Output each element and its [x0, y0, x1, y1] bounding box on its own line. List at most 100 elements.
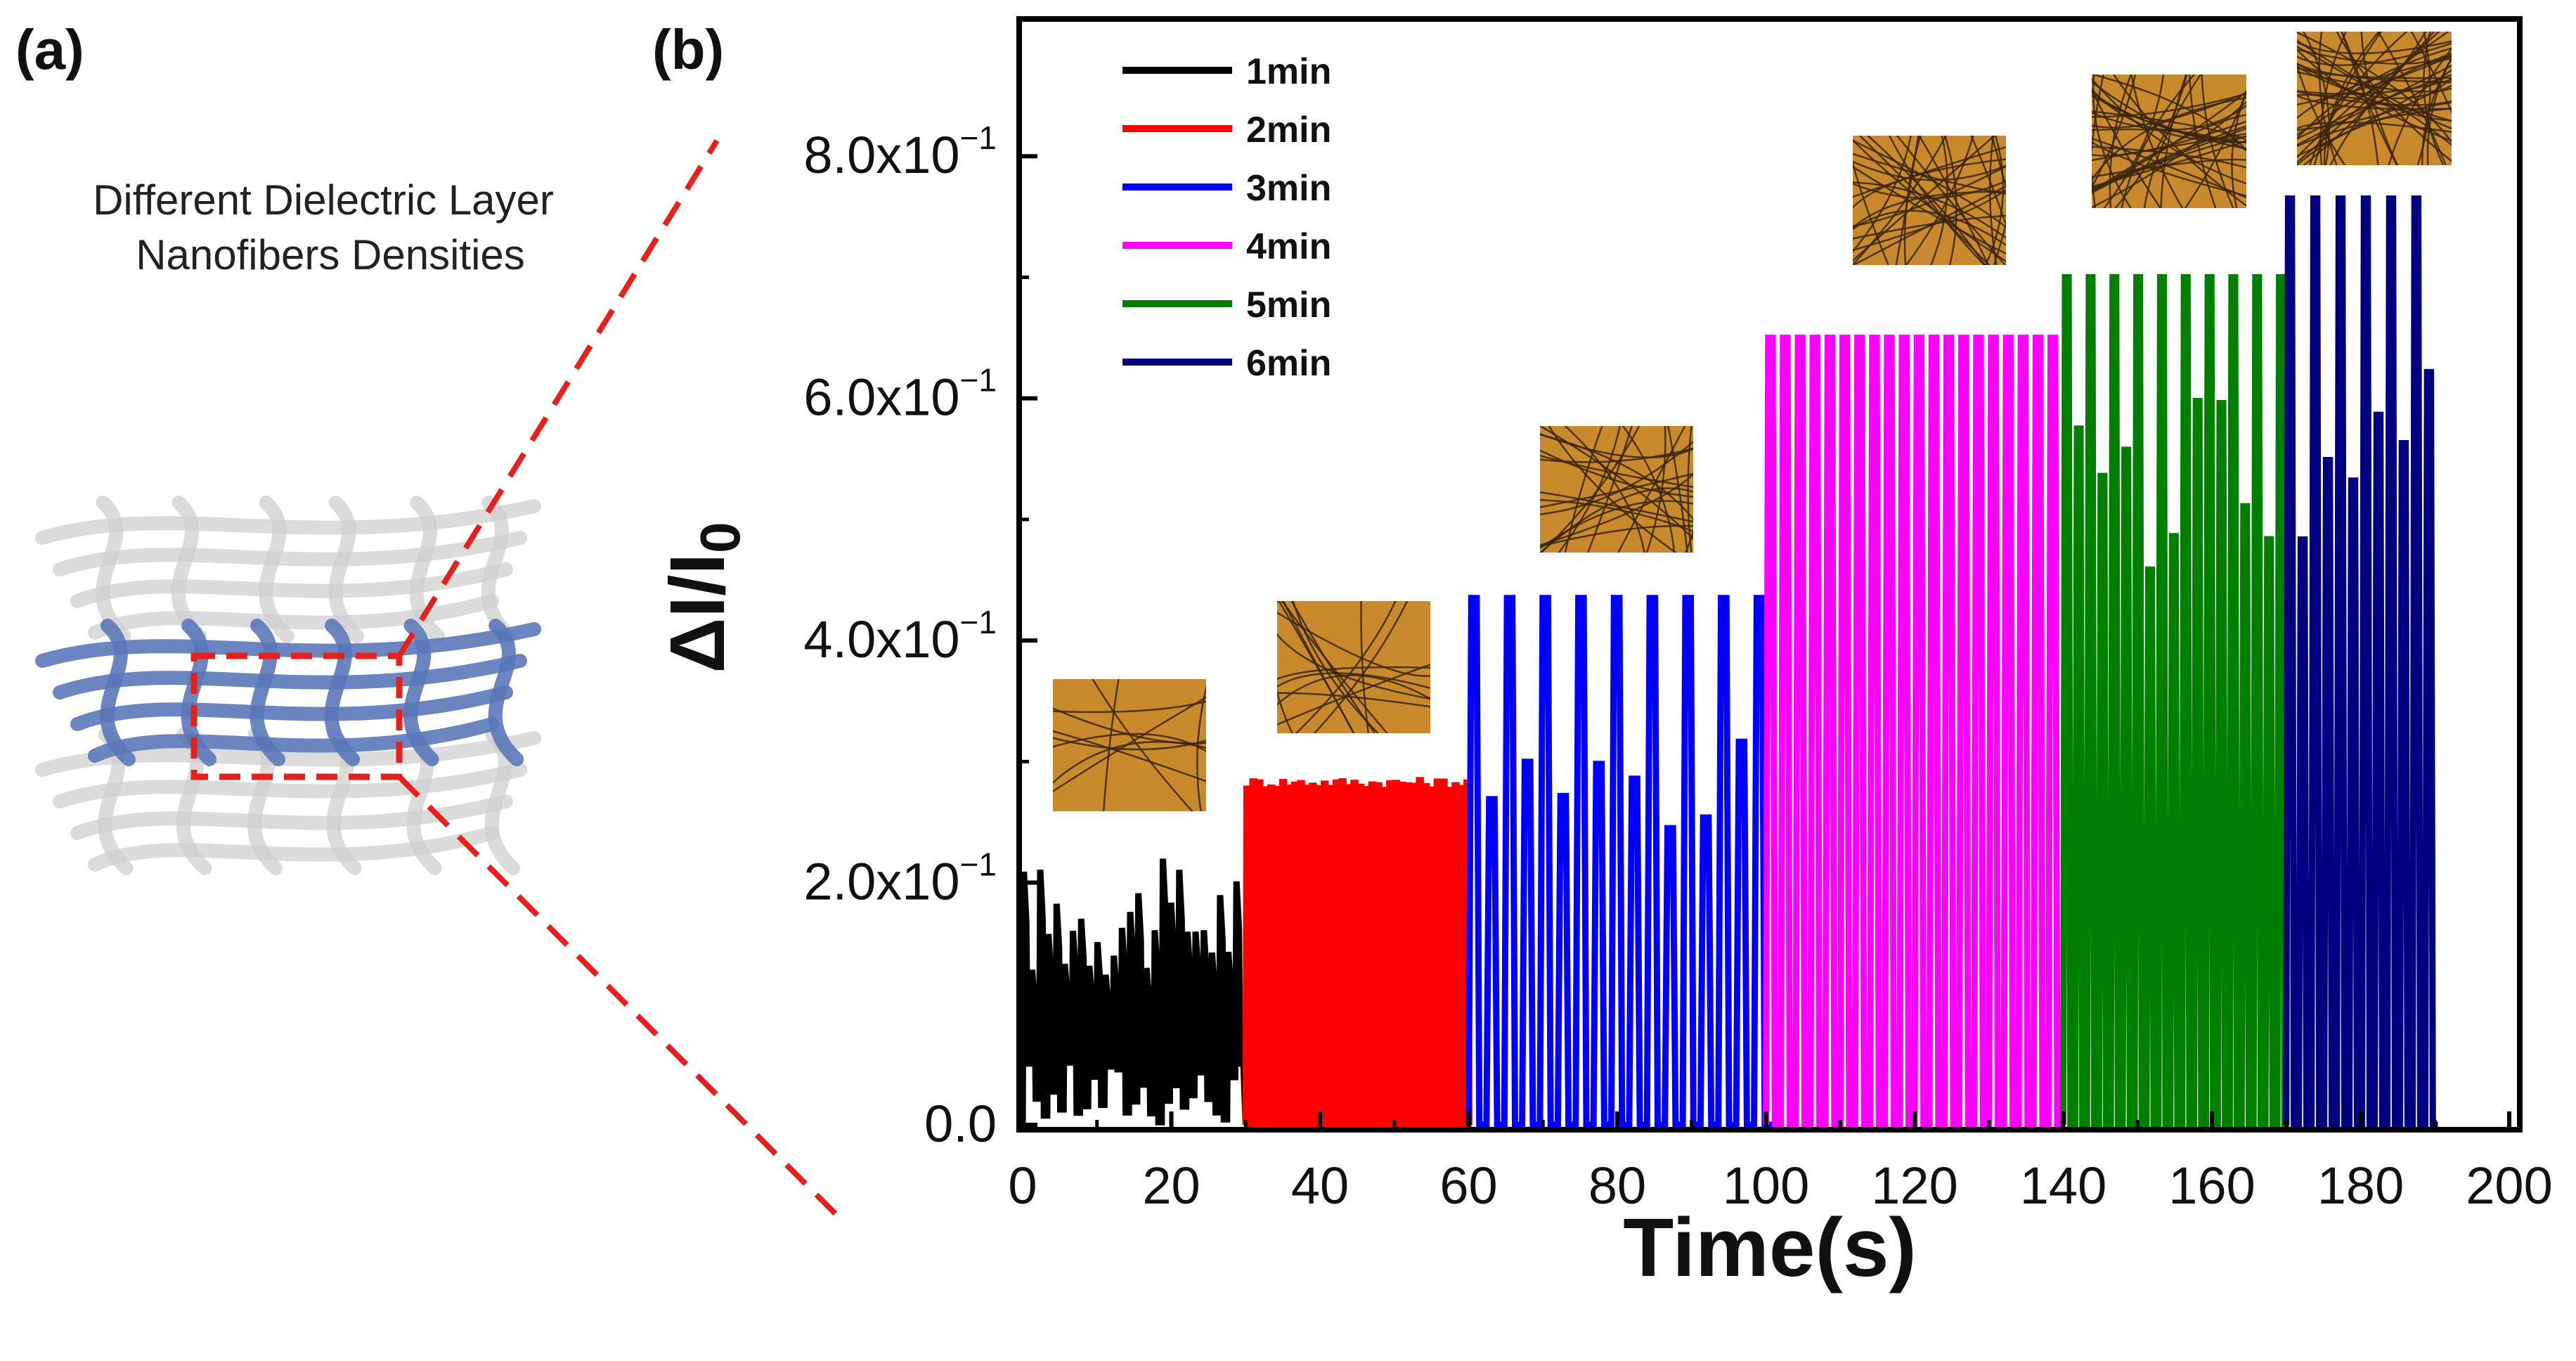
micrograph-fibers — [1250, 587, 1430, 747]
mesh-fiber — [250, 619, 285, 766]
micrograph-background — [1053, 679, 1206, 811]
y-tick-label: 2.0x10−1 — [803, 846, 997, 911]
mesh-fiber — [481, 496, 517, 643]
micrograph-fiber — [2329, 32, 2440, 165]
mesh-fiber — [53, 531, 527, 576]
micrograph-2min — [1250, 587, 1430, 747]
micrograph-3min — [1540, 426, 1693, 553]
micrograph-fiber — [2297, 39, 2452, 129]
micrograph-fiber — [2092, 146, 2246, 169]
x-tick-label: 140 — [2020, 1156, 2106, 1215]
micrograph-fiber — [2297, 66, 2452, 79]
y-tick-label: 4.0x10−1 — [803, 604, 997, 669]
micrograph-fiber — [1896, 136, 2006, 265]
panel-a-caption-line1: Different Dielectric Layer — [93, 176, 554, 224]
micrograph-fiber — [2297, 47, 2452, 140]
micrograph-fiber — [2336, 32, 2452, 162]
x-tick-label: 120 — [1871, 1156, 1957, 1215]
tick-group: 0 20 40 60 80 100 120 140 160 180 200 0.0 2.0x10−1 4.… — [803, 120, 2552, 1215]
micrograph-fiber — [2297, 74, 2452, 140]
micrograph-fiber — [2092, 75, 2104, 157]
series-1min-line — [1019, 858, 1249, 1125]
x-tick-label: 40 — [1291, 1156, 1349, 1215]
y-axis-title: ΔI/I0 — [654, 522, 751, 673]
micrograph-fiber — [1586, 426, 1633, 553]
micrograph-fiber — [2421, 56, 2452, 165]
micrograph-fiber — [1918, 136, 1990, 265]
micrograph-fiber — [2092, 104, 2246, 131]
x-tick-label: 60 — [1439, 1156, 1497, 1215]
plot-frame — [1016, 16, 2523, 1133]
micrograph-fiber — [2297, 62, 2346, 165]
y-tick-label: 8.0x10−1 — [803, 120, 997, 184]
series-6min-line — [2283, 195, 2438, 1128]
micrograph-fiber — [2092, 96, 2246, 182]
micrograph-fiber — [2297, 52, 2452, 136]
micrograph-fiber — [1888, 136, 1986, 265]
micrograph-fiber — [1853, 136, 1912, 253]
micrograph-fiber — [1277, 666, 1430, 680]
micrograph-fiber — [2160, 75, 2187, 208]
legend-label-4min: 4min — [1246, 226, 1331, 267]
micrograph-fiber — [1277, 672, 1430, 690]
micrograph-fiber — [2092, 80, 2246, 140]
micrograph-fiber — [1540, 440, 1693, 515]
micrograph-fiber — [1930, 136, 1948, 265]
micrograph-fiber — [1540, 447, 1693, 463]
micrograph-fiber — [2388, 47, 2452, 165]
micrograph-fiber — [1564, 426, 1603, 553]
chart: 0 20 40 60 80 100 120 140 160 180 200 0.0 2.0x10−1 4.… — [654, 16, 2553, 1294]
zoom-line-bottom — [397, 775, 844, 1223]
mesh-fiber — [328, 496, 364, 643]
micrograph-fiber — [2092, 75, 2246, 152]
micrograph-fiber — [1250, 587, 1276, 747]
micrograph-fiber — [2319, 32, 2348, 165]
micrograph-fiber — [1684, 529, 1693, 553]
y-axis-title-main: ΔI/I — [654, 553, 741, 673]
micrograph-fiber — [1053, 741, 1206, 785]
x-tick-label: 180 — [2317, 1156, 2404, 1215]
panel-b-label: (b) — [652, 18, 724, 81]
series-3min-line — [1465, 595, 1772, 1128]
micrograph-fiber — [2297, 54, 2452, 106]
x-tick-label: 20 — [1142, 1156, 1200, 1215]
micrograph-fiber — [1277, 611, 1430, 677]
micrograph-fiber — [1540, 472, 1693, 546]
micrograph-fiber — [2297, 65, 2452, 100]
series-5min-line — [2060, 273, 2289, 1128]
zoom-box — [190, 652, 403, 780]
micrograph-fiber — [1277, 692, 1430, 708]
micrograph-fiber — [1540, 426, 1693, 540]
series-group — [1019, 195, 2438, 1128]
mesh-fiber — [35, 499, 541, 545]
micrograph-fiber — [1277, 601, 1294, 733]
micrograph-fiber — [1053, 730, 1206, 782]
micrograph-6min — [2253, 18, 2452, 179]
micrograph-fiber — [2092, 91, 2246, 129]
x-tick-label: 80 — [1588, 1156, 1646, 1215]
panel-a-label: (a) — [15, 18, 84, 81]
micrograph-fiber — [2092, 141, 2246, 197]
x-tick-label: 200 — [2466, 1156, 2552, 1215]
micrograph-fiber — [2426, 56, 2452, 165]
micrograph-fiber — [1853, 160, 2006, 181]
micrograph-fiber — [1540, 491, 1693, 523]
micrograph-fibers — [2092, 75, 2246, 208]
micrograph-fiber — [1984, 136, 2005, 265]
mesh-fiber — [100, 619, 136, 766]
micrograph-fiber — [1053, 733, 1206, 752]
legend-label-1min: 1min — [1246, 51, 1331, 92]
micrograph-fiber — [1053, 737, 1206, 751]
legend-label-6min: 6min — [1246, 343, 1331, 384]
x-tick-label: 0 — [1008, 1156, 1037, 1215]
micrograph-fiber — [1853, 158, 2006, 209]
micrograph-fiber — [2253, 18, 2274, 179]
panel-a-caption-line2: Nanofibers Densities — [136, 231, 525, 278]
micrograph-1min — [1053, 679, 1206, 811]
legend: 1min 2min 3min 4min 5min 6min — [1122, 51, 1331, 384]
legend-label-3min: 3min — [1246, 168, 1331, 209]
micrograph-fiber — [1548, 426, 1678, 553]
svg-text:ΔI/I0: ΔI/I0 — [654, 522, 751, 673]
micrograph-fiber — [1263, 587, 1269, 747]
